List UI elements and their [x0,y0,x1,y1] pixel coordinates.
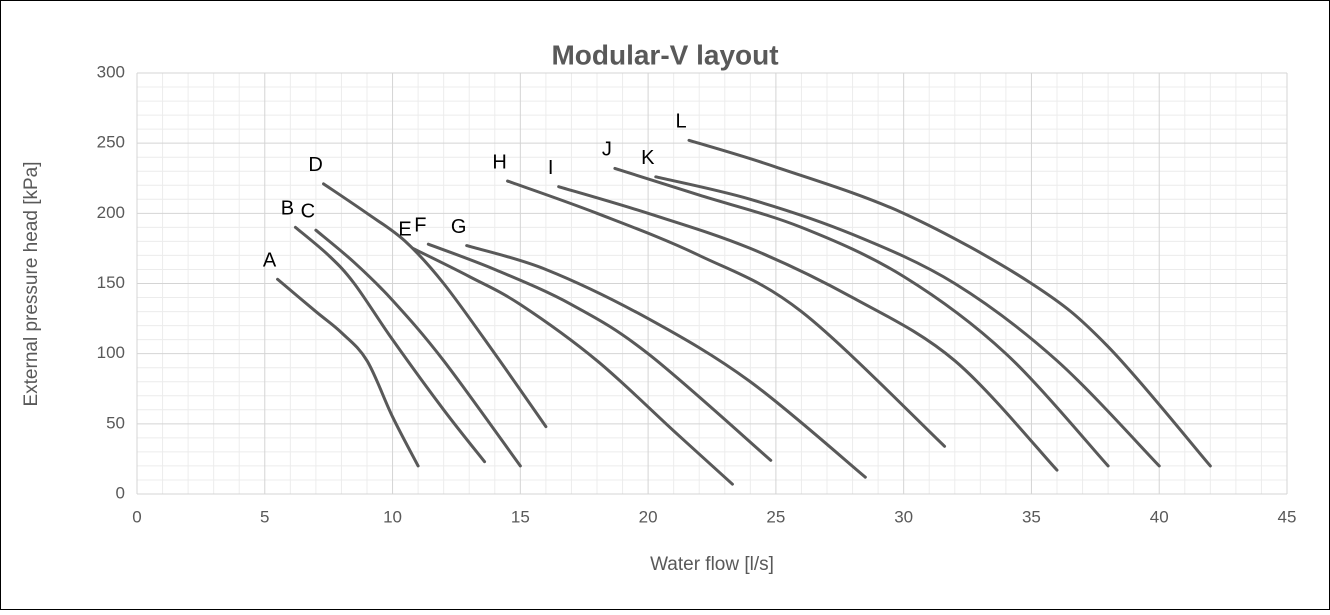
x-tick-label: 20 [639,507,658,526]
y-tick-label: 200 [97,203,125,222]
series-label: L [675,111,686,133]
series-label: H [492,151,506,173]
x-tick-label: 5 [260,507,269,526]
series-line [293,225,487,464]
x-tick-label: 45 [1278,507,1297,526]
series-label: D [308,154,322,176]
series-line [557,185,1059,472]
x-tick-label: 10 [383,507,402,526]
x-tick-label: 0 [132,507,141,526]
y-tick-label: 100 [97,343,125,362]
x-axis-label: Water flow [l/s] [650,554,774,575]
series-label: C [301,200,315,222]
series-label: K [641,147,655,169]
series-line [465,244,867,479]
series-label: B [281,198,294,220]
series-line [322,182,548,429]
series-label: J [602,139,612,161]
series-label: F [414,214,426,236]
y-tick-label: 50 [106,413,125,432]
series-line [613,166,1110,468]
series-label: A [263,250,277,272]
series-label: G [451,216,467,238]
y-tick-label: 300 [97,62,125,81]
series-line [411,246,734,486]
x-tick-label: 40 [1150,507,1169,526]
series-line [276,277,420,468]
y-tick-label: 0 [116,483,125,502]
x-tick-label: 35 [1022,507,1041,526]
series-line [314,228,522,468]
series-line [654,175,1161,468]
x-tick-label: 15 [511,507,530,526]
series-label: E [398,219,411,241]
series-line [506,179,947,448]
chart-title: Modular-V layout [551,39,778,70]
series-line [687,138,1212,468]
x-tick-label: 30 [894,507,913,526]
x-tick-label: 25 [766,507,785,526]
y-tick-label: 250 [97,133,125,152]
series-label: I [548,157,554,179]
y-tick-label: 150 [97,273,125,292]
series-line [426,242,773,462]
y-axis-label: External pressure head [kPa] [21,161,42,406]
